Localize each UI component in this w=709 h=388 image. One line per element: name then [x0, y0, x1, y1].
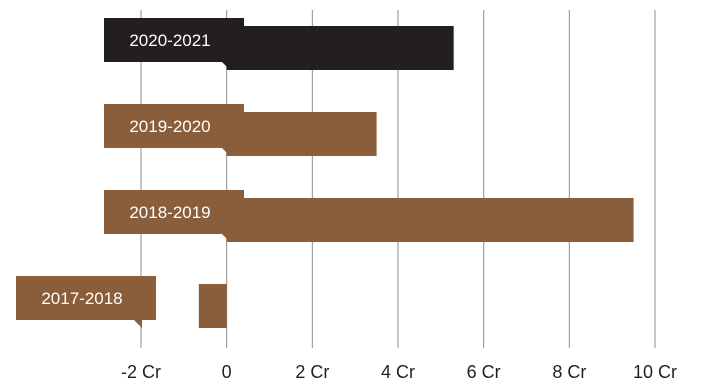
x-axis-tick-labels: -2 Cr 0 2 Cr 4 Cr 6 Cr 8 Cr 10 Cr — [121, 362, 677, 382]
x-tick-label: 2 Cr — [295, 362, 329, 382]
bar-2017-2018 — [198, 284, 227, 328]
bar-2020-2021 — [226, 26, 454, 70]
x-tick-label: 0 — [222, 362, 232, 382]
category-label-2017-2018: 2017-2018 — [16, 276, 156, 328]
category-label-2018-2019: 2018-2019 — [104, 190, 244, 242]
x-tick-label: -2 Cr — [121, 362, 161, 382]
x-tick-label: 8 Cr — [552, 362, 586, 382]
bar-2018-2019 — [226, 198, 634, 242]
category-label-box — [104, 18, 244, 70]
category-label-box — [104, 190, 244, 242]
category-label-2019-2020: 2019-2020 — [104, 104, 244, 156]
bars — [198, 26, 634, 328]
category-label-box — [104, 104, 244, 156]
category-label-box — [16, 276, 156, 328]
bar-2019-2020 — [226, 112, 377, 156]
category-label-2020-2021: 2020-2021 — [104, 18, 244, 70]
category-labels: 2020-2021 2019-2020 2018-2019 2017-2018 — [16, 18, 244, 328]
category-label-text: 2018-2019 — [129, 203, 210, 222]
category-label-text: 2019-2020 — [129, 117, 210, 136]
category-label-text: 2020-2021 — [129, 31, 210, 50]
x-tick-label: 10 Cr — [633, 362, 677, 382]
category-label-text: 2017-2018 — [41, 289, 122, 308]
x-tick-label: 4 Cr — [381, 362, 415, 382]
x-tick-label: 6 Cr — [467, 362, 501, 382]
